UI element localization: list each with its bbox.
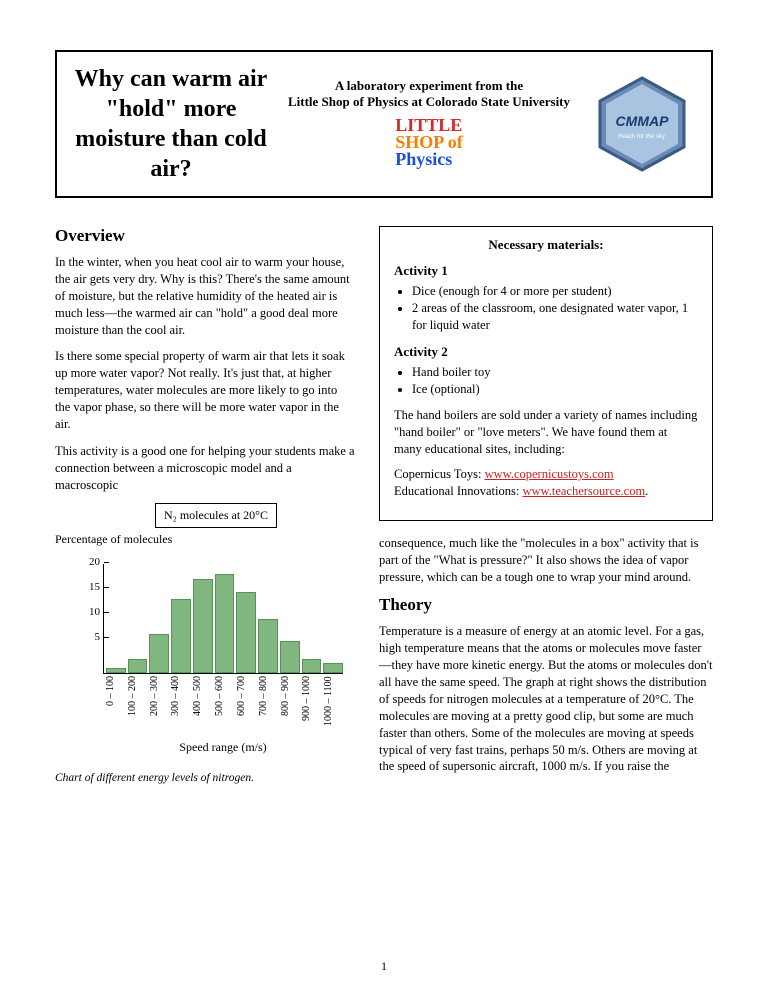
chart-xlabel: 1000 – 1100 [323,676,343,736]
chart-bar [149,634,169,674]
activity1-list: Dice (enough for 4 or more per student)2… [394,283,698,334]
theory-heading: Theory [379,595,713,615]
chart-xlabel: 800 – 900 [280,676,300,736]
chart-bar [128,659,148,674]
right-column: Necessary materials: Activity 1 Dice (en… [379,226,713,785]
chart-area: Percentage of molecules 5101520 0 – 1001… [55,532,355,762]
list-item: 2 areas of the classroom, one designated… [412,300,698,334]
overview-p2: Is there some special property of warm a… [55,348,355,432]
chart-bar [171,599,191,673]
chart-ytick: 10 [82,606,104,618]
chart-x-label: Speed range (m/s) [103,740,343,755]
list-item: Hand boiler toy [412,364,698,381]
svg-text:CMMAP: CMMAP [616,113,670,129]
chart-bar [106,668,126,673]
theory-p1: Temperature is a measure of energy at an… [379,623,713,775]
materials-note: The hand boilers are sold under a variet… [394,407,698,458]
overview-p3: This activity is a good one for helping … [55,443,355,494]
list-item: Dice (enough for 4 or more per student) [412,283,698,300]
chart-xlabel: 100 – 200 [127,676,147,736]
chart-bar [302,659,322,674]
chart-ytick: 20 [82,556,104,568]
chart-wrap: N₂ molecules at 20°C Percentage of molec… [55,503,355,784]
overview-heading: Overview [55,226,355,246]
activity1-heading: Activity 1 [394,263,698,279]
chart-xlabel: 700 – 800 [258,676,278,736]
right-continuation: consequence, much like the "molecules in… [379,535,713,586]
bars-region: 5101520 [103,564,343,674]
subtitle: A laboratory experiment from the Little … [283,78,575,112]
chart-ytick: 15 [82,581,104,593]
chart-legend: N₂ molecules at 20°C [155,503,277,528]
link-teachersource[interactable]: www.teachersource.com [522,484,645,498]
chart-y-label: Percentage of molecules [55,532,172,546]
main-columns: Overview In the winter, when you heat co… [55,226,713,785]
chart-xlabel: 500 – 600 [214,676,234,736]
materials-links: Copernicus Toys: www.copernicustoys.com … [394,466,698,500]
chart-bar [236,592,256,674]
chart-caption: Chart of different energy levels of nitr… [55,772,355,784]
chart-xlabel: 200 – 300 [149,676,169,736]
chart-xlabel: 400 – 500 [192,676,212,736]
chart-bar [258,619,278,674]
bars-container [104,564,343,673]
page-number: 1 [0,959,768,974]
activity2-list: Hand boiler toyIce (optional) [394,364,698,398]
subtitle-block: A laboratory experiment from the Little … [283,78,575,171]
cmmap-badge: CMMAP Reach for the sky. [587,74,697,174]
overview-p1: In the winter, when you heat cool air to… [55,254,355,338]
lsop-logo: LITTLE SHOP of Physics [395,117,463,168]
chart-bar [193,579,213,673]
materials-box: Necessary materials: Activity 1 Dice (en… [379,226,713,521]
chart-xlabel: 0 – 100 [105,676,125,736]
chart-xlabel: 600 – 700 [236,676,256,736]
hexagon-icon: CMMAP Reach for the sky. [592,74,692,174]
chart-bar [323,663,343,673]
materials-title: Necessary materials: [394,237,698,253]
chart-xlabel: 300 – 400 [170,676,190,736]
chart-bar [280,641,300,673]
svg-text:Reach for the sky.: Reach for the sky. [618,134,666,140]
chart-ytick: 5 [82,631,104,643]
header-box: Why can warm air "hold" more moisture th… [55,50,713,198]
left-column: Overview In the winter, when you heat co… [55,226,355,785]
list-item: Ice (optional) [412,381,698,398]
chart-xlabel: 900 – 1000 [301,676,321,736]
page-title: Why can warm air "hold" more moisture th… [71,64,271,184]
activity2-heading: Activity 2 [394,344,698,360]
chart-bar [215,574,235,673]
xlabels: 0 – 100100 – 200200 – 300300 – 400400 – … [103,676,343,736]
link-copernicus[interactable]: www.copernicustoys.com [485,467,614,481]
